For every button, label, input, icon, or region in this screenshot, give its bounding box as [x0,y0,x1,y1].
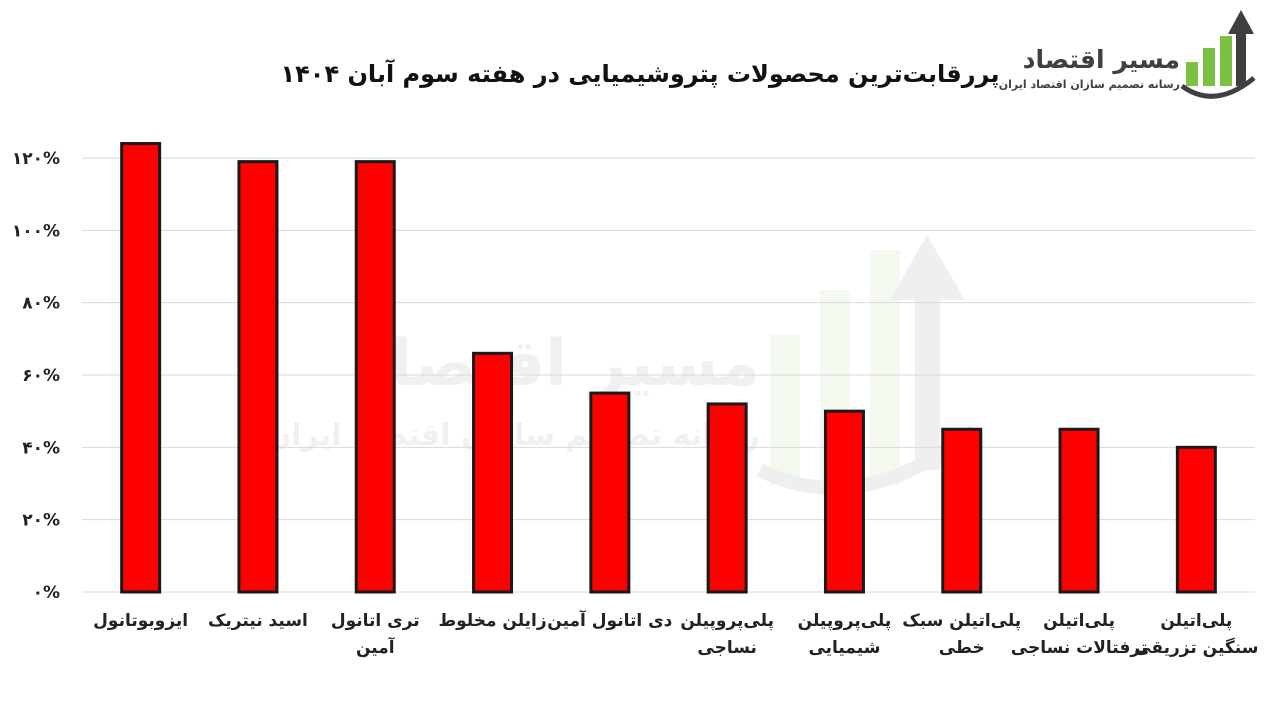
bar [589,391,631,594]
bar [472,351,514,594]
x-axis: ایزوبوتانول اسید نیتریک تری اتانول آمین زایل… [93,609,1258,658]
chart-title: پررقابت‌ترین محصولات پتروشیمیایی در هفته… [281,59,1000,88]
watermark-name: مسیر اقتصاد [357,327,760,401]
x-tick-label: تری اتانول [331,611,420,631]
x-tick-label: پلی‌پروپیلن [680,611,774,631]
bar [237,160,279,594]
y-tick-label: ۸۰% [22,294,60,314]
x-tick-label: اسید نیتریک [208,611,308,631]
x-tick-label: زایلن مخلوط [438,611,546,631]
x-tick-label: خطی [939,638,985,658]
y-tick-label: ۱۲۰% [12,149,60,169]
x-tick-label: آمین [356,636,396,658]
brand-logo: مسیر اقتصاد رسانه تصمیم سازان اقتصاد ایر… [999,10,1256,99]
x-tick-label: پلی‌اتیلن [1043,611,1115,631]
y-tick-label: ۴۰% [22,438,60,458]
y-tick-label: ۲۰% [22,511,60,531]
x-tick-label: ایزوبوتانول [93,611,188,631]
bar [1175,445,1217,594]
watermark-logo: مسیر اقتصاد رسانه تصمیم سازان اقتصاد ایر… [266,235,980,495]
y-axis: ۰% ۲۰% ۴۰% ۶۰% ۸۰% ۱۰۰% ۱۲۰% [12,149,60,603]
x-tick-label: نساجی [697,638,757,658]
x-tick-label: پلی‌پروپیلن [798,611,892,631]
brand-tagline: رسانه تصمیم سازان اقتصاد ایران [999,78,1180,91]
bar [941,427,983,594]
bar [1058,427,1100,594]
bar-series [120,142,1217,594]
bar [354,160,396,594]
bar [706,402,748,594]
x-tick-label: دی اتانول آمین [547,609,672,631]
brand-name: مسیر اقتصاد [1023,45,1180,75]
y-tick-label: ۰% [33,583,60,603]
bar [823,409,865,594]
y-tick-label: ۶۰% [22,366,60,386]
bar [120,142,162,594]
growth-arrow-gear-icon [1180,10,1256,99]
x-tick-label: سنگین تزریقی [1134,637,1258,658]
x-tick-label: پلی‌اتیلن سبک [902,611,1021,631]
x-tick-label: پلی‌اتیلن [1160,611,1232,631]
x-tick-label: شیمیایی [808,638,880,658]
y-tick-label: ۱۰۰% [12,221,60,241]
x-tick-label: ترفتالات نساجی [1011,638,1148,658]
